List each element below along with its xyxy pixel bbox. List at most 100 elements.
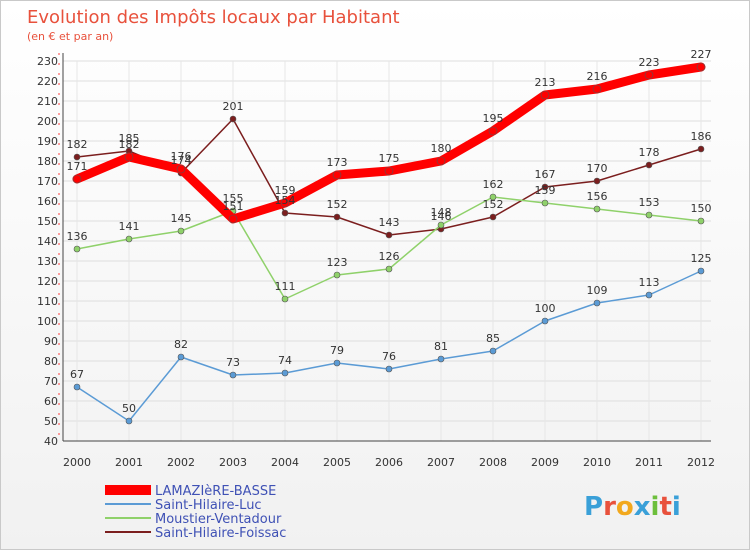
data-point	[645, 211, 653, 219]
data-point	[333, 271, 341, 279]
y-tick-label: 140	[37, 235, 58, 248]
data-point	[73, 245, 81, 253]
data-label: 67	[70, 368, 84, 381]
data-label: 145	[171, 212, 192, 225]
data-point	[333, 213, 341, 221]
data-point	[73, 383, 81, 391]
y-tick-label: 40	[44, 435, 58, 448]
data-point	[697, 145, 705, 153]
data-point	[73, 153, 81, 161]
brand-letter: i	[672, 492, 681, 522]
data-label: 76	[382, 350, 396, 363]
x-tick-label: 2009	[531, 456, 559, 469]
x-tick-label: 2011	[635, 456, 663, 469]
data-point	[593, 205, 601, 213]
data-label: 136	[67, 230, 88, 243]
y-tick-label: 50	[44, 415, 58, 428]
chart-subtitle: (en € et par an)	[27, 30, 113, 43]
data-point	[385, 365, 393, 373]
data-point	[280, 198, 290, 208]
chart-title: Evolution des Impôts locaux par Habitant	[27, 7, 400, 28]
data-point	[177, 353, 185, 361]
data-point	[229, 115, 237, 123]
data-label: 143	[379, 216, 400, 229]
data-label: 126	[379, 250, 400, 263]
data-point	[437, 221, 445, 229]
x-tick-label: 2008	[479, 456, 507, 469]
data-label: 155	[223, 192, 244, 205]
data-label: 159	[275, 184, 296, 197]
x-tick-label: 2007	[427, 456, 455, 469]
data-point	[385, 265, 393, 273]
data-point	[541, 317, 549, 325]
brand-letter: i	[651, 492, 660, 522]
y-tick-label: 100	[37, 315, 58, 328]
data-label: 74	[278, 354, 292, 367]
data-point	[489, 193, 497, 201]
grid-lines	[63, 60, 711, 442]
data-label: 146	[431, 210, 452, 223]
y-tick-label: 190	[37, 135, 58, 148]
data-point	[125, 235, 133, 243]
x-tick-label: 2000	[63, 456, 91, 469]
data-label: 216	[587, 70, 608, 83]
brand-logo: Proxiti	[584, 492, 681, 522]
brand-letter: r	[603, 492, 616, 522]
data-label: 176	[171, 150, 192, 163]
y-tick-label: 170	[37, 175, 58, 188]
data-label: 171	[67, 160, 88, 173]
data-label: 174	[171, 154, 192, 167]
data-point	[125, 417, 133, 425]
data-point	[333, 359, 341, 367]
data-label: 151	[223, 200, 244, 213]
data-point	[489, 213, 497, 221]
data-label: 100	[535, 302, 556, 315]
data-point	[541, 183, 549, 191]
data-label: 173	[327, 156, 348, 169]
data-label: 227	[691, 48, 712, 61]
data-label: 148	[431, 206, 452, 219]
y-tick-label: 210	[37, 95, 58, 108]
data-point	[228, 214, 238, 224]
data-point	[72, 174, 82, 184]
data-label: 170	[587, 162, 608, 175]
data-point	[541, 199, 549, 207]
data-label: 213	[535, 76, 556, 89]
y-tick-label: 80	[44, 355, 58, 368]
legend-entry: Moustier-Ventadour	[155, 512, 282, 527]
data-label: 150	[691, 202, 712, 215]
data-label: 85	[486, 332, 500, 345]
data-label: 182	[67, 138, 88, 151]
data-point	[592, 84, 602, 94]
data-point	[281, 369, 289, 377]
data-point	[437, 355, 445, 363]
y-tick-label: 220	[37, 75, 58, 88]
y-tick-label: 230	[37, 55, 58, 68]
data-point	[177, 227, 185, 235]
data-label: 153	[639, 196, 660, 209]
y-tick-label: 160	[37, 195, 58, 208]
axes: 40 50 60 70 80 90 100 110 120 130 140 150 160 170 180 1…	[37, 53, 715, 469]
data-label: 178	[639, 146, 660, 159]
data-point	[593, 299, 601, 307]
legend-entry: LAMAZIèRE-BASSE	[155, 484, 276, 499]
data-point	[697, 267, 705, 275]
data-label: 152	[327, 198, 348, 211]
data-label: 109	[587, 284, 608, 297]
y-tick-label: 180	[37, 155, 58, 168]
data-label: 201	[223, 100, 244, 113]
data-point	[593, 177, 601, 185]
data-point	[229, 371, 237, 379]
x-tick-label: 2010	[583, 456, 611, 469]
data-label: 73	[226, 356, 240, 369]
data-label: 125	[691, 252, 712, 265]
data-point	[281, 209, 289, 217]
brand-letter: t	[659, 492, 671, 522]
data-point	[540, 90, 550, 100]
data-label: 180	[431, 142, 452, 155]
data-point	[281, 295, 289, 303]
data-label: 159	[535, 184, 556, 197]
data-point	[489, 347, 497, 355]
series-lines	[72, 62, 706, 425]
